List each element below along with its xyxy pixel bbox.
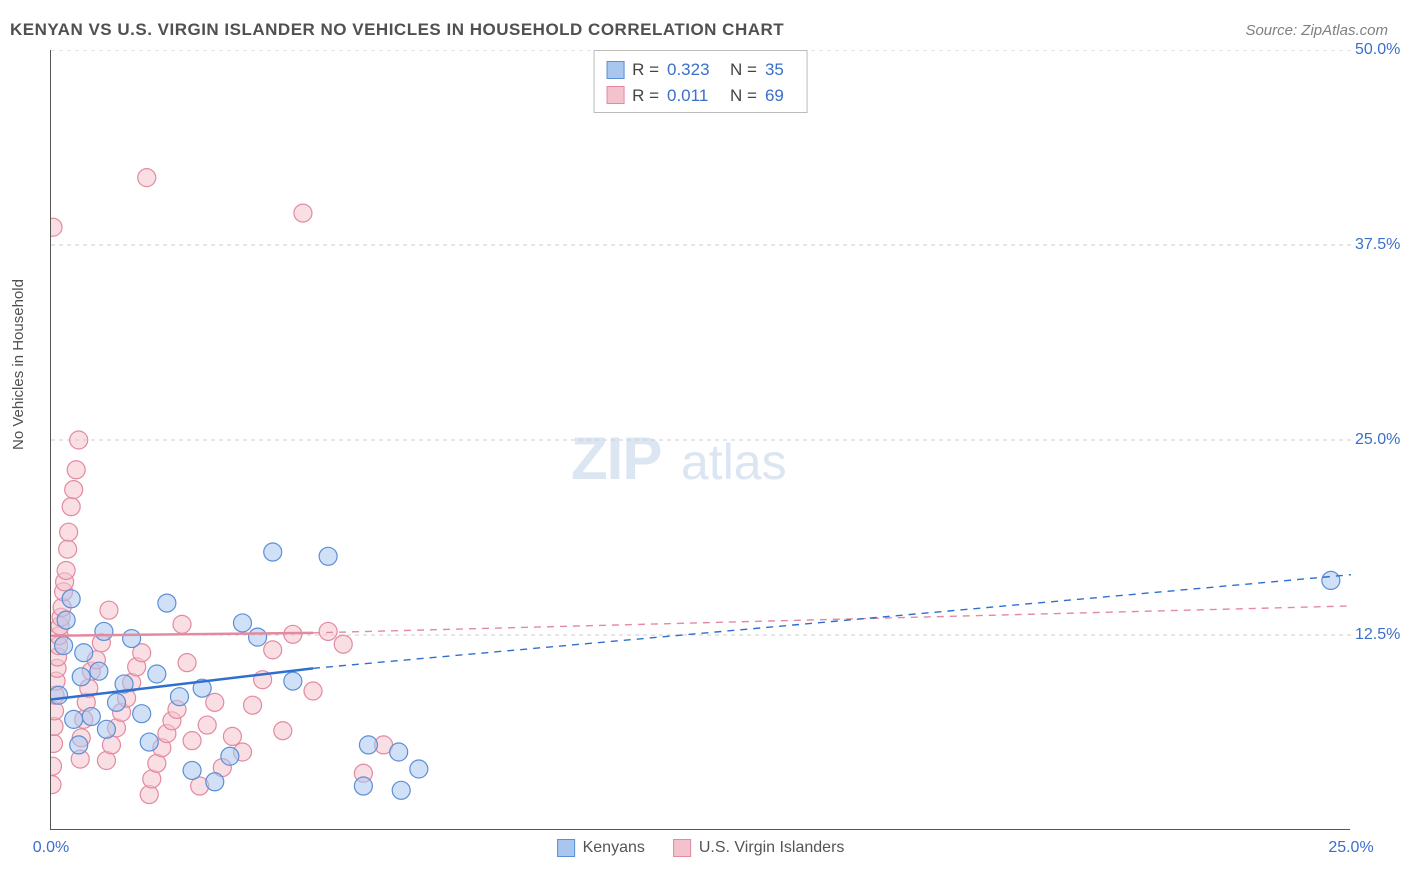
legend-swatch [606,61,624,79]
chart-title: KENYAN VS U.S. VIRGIN ISLANDER NO VEHICL… [10,20,784,40]
plot-area: ZIPatlas R =0.323N =35R =0.011N =69 Keny… [50,50,1350,830]
stats-legend-box: R = 0.323 N = 35 R = 0.011 N = 69 [593,50,808,113]
legend-item: U.S. Virgin Islanders [673,839,845,857]
chart-container: KENYAN VS U.S. VIRGIN ISLANDER NO VEHICL… [0,0,1406,892]
r-value: 0.323 [667,57,722,83]
legend-label: U.S. Virgin Islanders [699,839,845,857]
n-value: 35 [765,57,795,83]
x-tick-label: 0.0% [33,839,69,857]
y-axis-label: No Vehicles in Household [10,279,27,450]
stats-row: R = 0.011 N = 69 [606,83,795,109]
n-label: N = [730,83,757,109]
n-value: 69 [765,83,795,109]
bottom-legend: Kenyans U.S. Virgin Islanders [557,839,845,857]
n-label: N = [730,57,757,83]
y-tick-label: 37.5% [1355,236,1406,254]
svg-text:ZIP: ZIP [571,425,661,492]
legend-swatch [606,86,624,104]
source-label: Source: ZipAtlas.com [1245,22,1388,39]
legend-swatch [557,839,575,857]
chart-svg: ZIP atlas [51,50,1351,830]
svg-text:atlas: atlas [681,434,787,490]
legend-swatch [673,839,691,857]
y-tick-label: 25.0% [1355,431,1406,449]
y-tick-label: 50.0% [1355,41,1406,59]
legend-label: Kenyans [583,839,645,857]
stats-row: R = 0.323 N = 35 [606,57,795,83]
r-label: R = [632,83,659,109]
r-label: R = [632,57,659,83]
y-tick-label: 12.5% [1355,626,1406,644]
legend-item: Kenyans [557,839,645,857]
r-value: 0.011 [667,83,722,109]
x-tick-label: 25.0% [1328,839,1373,857]
